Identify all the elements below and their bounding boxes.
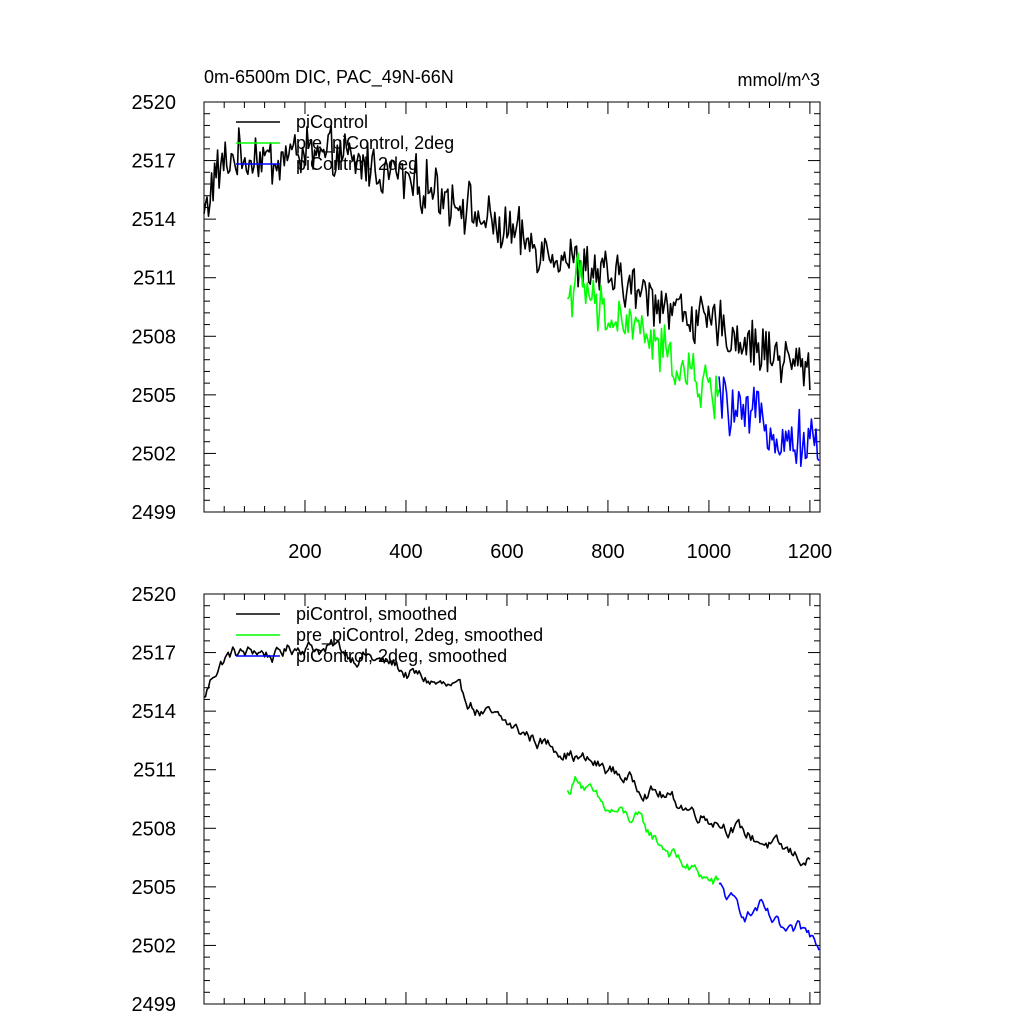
top-ytick-label: 2511 xyxy=(133,268,176,290)
bottom-ytick-label: 2520 xyxy=(132,584,177,606)
top-series-0-line xyxy=(203,125,811,391)
bottom-ytick-label: 2502 xyxy=(132,935,177,957)
top-xtick-label: 1200 xyxy=(788,541,833,563)
bottom-ytick-label: 2511 xyxy=(133,760,176,782)
top-xtick-label: 600 xyxy=(490,541,523,563)
top-legend-label-1: pre_piControl, 2deg xyxy=(296,133,454,154)
bottom-series-0-line xyxy=(203,638,811,867)
top-ytick-label: 2508 xyxy=(132,326,177,348)
top-ytick-label: 2517 xyxy=(132,151,177,173)
top-xtick-label: 800 xyxy=(591,541,624,563)
bottom-series-2-line xyxy=(718,882,820,951)
bottom-ytick-label: 2499 xyxy=(132,994,177,1016)
top-series-1-line xyxy=(566,252,720,420)
bottom-ytick-label: 2517 xyxy=(132,643,177,665)
bottom-ytick-label: 2505 xyxy=(132,877,177,899)
top-legend-label-2: piControl, 2deg xyxy=(296,154,418,174)
figure-title: 0m-6500m DIC, PAC_49N-66N xyxy=(204,67,454,88)
bottom-ytick-label: 2508 xyxy=(132,818,177,840)
units-label: mmol/m^3 xyxy=(738,70,820,90)
top-ytick-label: 2502 xyxy=(132,443,177,465)
top-ytick-label: 2520 xyxy=(132,92,177,114)
bottom-legend-label-1: pre_piControl, 2deg, smoothed xyxy=(296,625,543,646)
bottom-legend-label-2: piControl, 2deg, smoothed xyxy=(296,646,507,666)
top-legend-label-0: piControl xyxy=(296,112,368,132)
top-xtick-label: 1000 xyxy=(687,541,732,563)
bottom-plot-frame xyxy=(203,593,821,1005)
bottom-series-1-line xyxy=(566,775,720,885)
top-xtick-label: 200 xyxy=(288,541,321,563)
top-plot-frame xyxy=(203,101,821,513)
top-ytick-label: 2505 xyxy=(132,385,177,407)
bottom-ytick-label: 2514 xyxy=(132,701,177,723)
top-series-2-line xyxy=(718,376,820,468)
top-ytick-label: 2514 xyxy=(132,209,177,231)
top-xtick-label: 400 xyxy=(389,541,422,563)
top-ytick-label: 2499 xyxy=(132,502,177,524)
bottom-legend-label-0: piControl, smoothed xyxy=(296,604,457,624)
